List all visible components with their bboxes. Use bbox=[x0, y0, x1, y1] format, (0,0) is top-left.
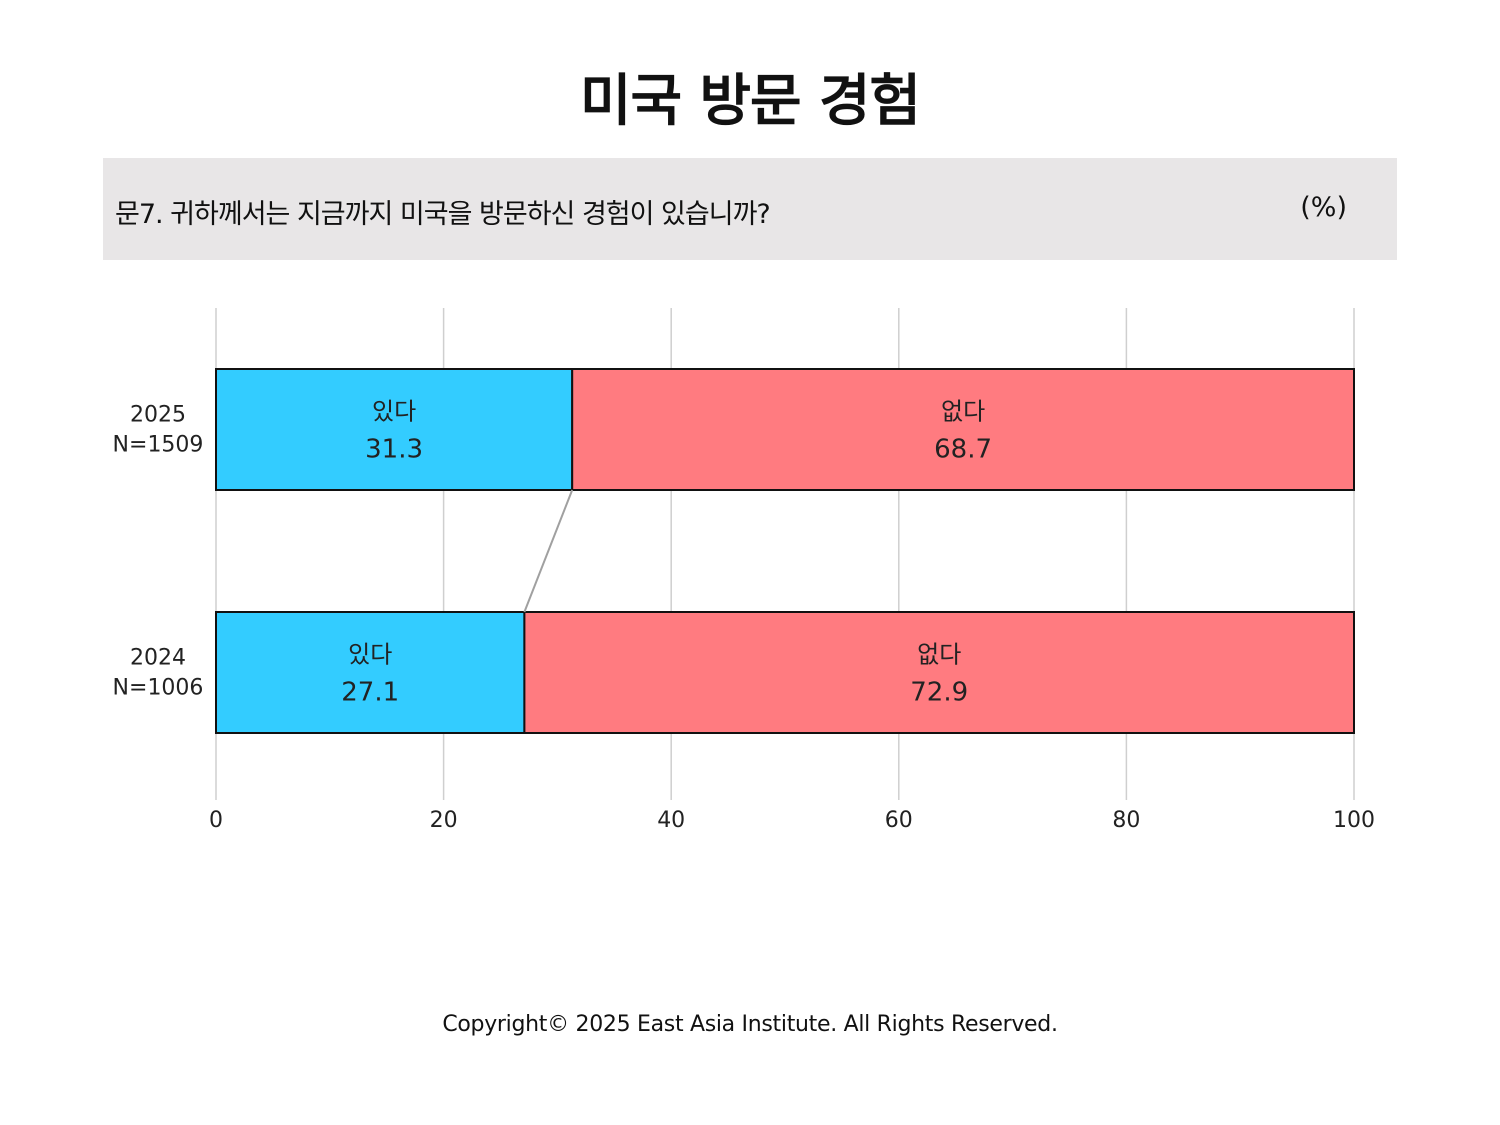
segment-series-label: 있다 bbox=[348, 641, 392, 669]
question-text: 문7. 귀하께서는 지금까지 미국을 방문하신 경험이 있습니까? bbox=[115, 199, 771, 230]
segment-series-label: 없다 bbox=[917, 641, 961, 669]
x-tick-label: 80 bbox=[1112, 808, 1140, 833]
page-title: 미국 방문 경험 bbox=[579, 69, 921, 134]
segment-series-label: 있다 bbox=[372, 398, 416, 426]
bar-segment bbox=[215, 368, 574, 491]
category-year-label: 2024 bbox=[130, 646, 186, 671]
data-label: 68.7 bbox=[934, 435, 992, 465]
x-tick-label: 100 bbox=[1333, 808, 1375, 833]
category-n-label: N=1509 bbox=[113, 433, 204, 458]
question-box: 문7. 귀하께서는 지금까지 미국을 방문하신 경험이 있습니까? (%) bbox=[103, 158, 1397, 260]
category-n-label: N=1006 bbox=[113, 676, 204, 701]
x-tick-label: 20 bbox=[430, 808, 458, 833]
data-label: 27.1 bbox=[341, 678, 399, 708]
category-year-label: 2025 bbox=[130, 403, 186, 428]
x-tick-label: 60 bbox=[885, 808, 913, 833]
connector-line bbox=[523, 489, 574, 613]
data-label: 72.9 bbox=[910, 678, 968, 708]
stacked-bar-chart: 0 20 40 60 80 100 2025 N=1509 있다 31.3 없다 68.7 2024 N=… bbox=[113, 308, 1375, 833]
segment-series-label: 없다 bbox=[941, 398, 985, 426]
bar-segment bbox=[215, 611, 526, 734]
bar-segment bbox=[571, 368, 1355, 491]
unit-label: (%) bbox=[1300, 192, 1347, 223]
bar-segment bbox=[523, 611, 1355, 734]
data-label: 31.3 bbox=[365, 435, 423, 465]
copyright-footer: Copyright© 2025 East Asia Institute. All… bbox=[442, 1012, 1058, 1037]
x-tick-label: 0 bbox=[209, 808, 223, 833]
x-tick-label: 40 bbox=[657, 808, 685, 833]
